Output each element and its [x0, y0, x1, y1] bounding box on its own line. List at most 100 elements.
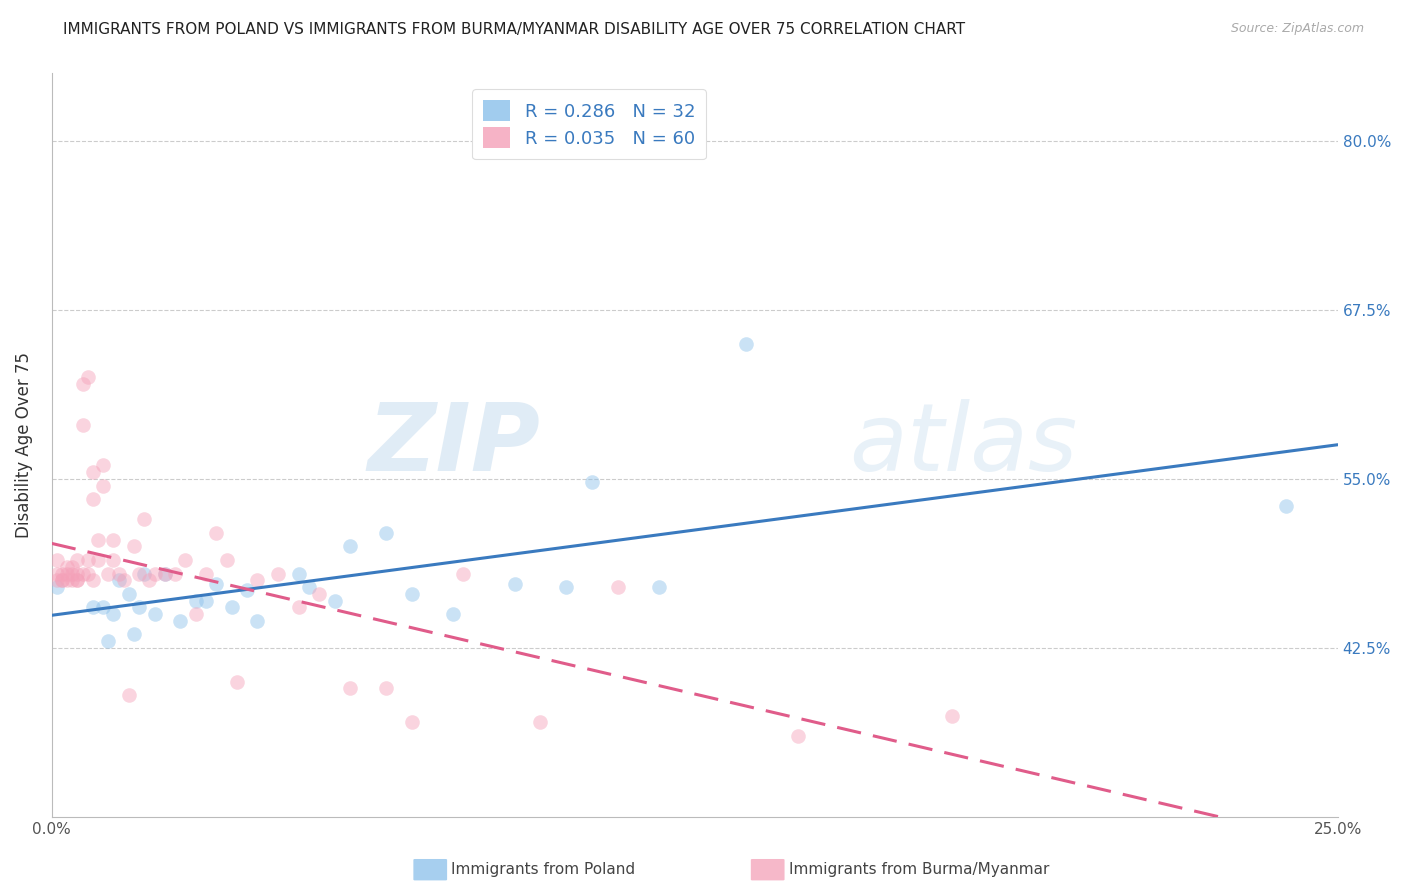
- Point: [375, 525, 398, 540]
- Point: [56, 566, 79, 581]
- Point: [606, 580, 628, 594]
- Text: Immigrants from Poland: Immigrants from Poland: [451, 863, 636, 877]
- Point: [60, 574, 83, 588]
- Point: [103, 533, 125, 547]
- Point: [45, 553, 67, 567]
- Point: [91, 600, 114, 615]
- Point: [339, 540, 361, 554]
- Point: [287, 566, 309, 581]
- Point: [735, 336, 758, 351]
- Point: [941, 708, 963, 723]
- Point: [112, 574, 135, 588]
- Point: [503, 577, 526, 591]
- Point: [298, 580, 321, 594]
- Point: [103, 553, 125, 567]
- Point: [66, 566, 89, 581]
- Point: [56, 559, 79, 574]
- Point: [91, 458, 114, 473]
- Point: [103, 607, 125, 621]
- Point: [76, 370, 98, 384]
- Point: [60, 559, 83, 574]
- Point: [60, 566, 83, 581]
- Point: [122, 540, 145, 554]
- Point: [72, 417, 94, 432]
- Y-axis label: Disability Age Over 75: Disability Age Over 75: [15, 352, 32, 538]
- Point: [128, 600, 150, 615]
- Point: [128, 566, 150, 581]
- Point: [87, 553, 110, 567]
- Legend: R = 0.286   N = 32, R = 0.035   N = 60: R = 0.286 N = 32, R = 0.035 N = 60: [472, 89, 706, 159]
- Text: Source: ZipAtlas.com: Source: ZipAtlas.com: [1230, 22, 1364, 36]
- Point: [221, 600, 243, 615]
- Point: [401, 715, 423, 730]
- Point: [205, 525, 228, 540]
- Point: [143, 566, 166, 581]
- Point: [153, 566, 176, 581]
- Text: ZIP: ZIP: [367, 399, 540, 491]
- Point: [76, 566, 98, 581]
- Point: [169, 614, 191, 628]
- Point: [165, 566, 187, 581]
- Point: [91, 478, 114, 492]
- Point: [122, 627, 145, 641]
- Point: [236, 582, 259, 597]
- Point: [82, 574, 104, 588]
- Point: [56, 574, 79, 588]
- Point: [451, 566, 474, 581]
- Point: [308, 587, 330, 601]
- Point: [1275, 499, 1298, 513]
- Point: [226, 674, 249, 689]
- Point: [184, 607, 207, 621]
- Point: [195, 593, 218, 607]
- Point: [555, 580, 578, 594]
- Point: [401, 587, 423, 601]
- Point: [215, 553, 238, 567]
- Point: [45, 574, 67, 588]
- Point: [82, 600, 104, 615]
- Point: [138, 574, 160, 588]
- Point: [375, 681, 398, 696]
- Point: [143, 607, 166, 621]
- Point: [205, 577, 228, 591]
- Point: [45, 566, 67, 581]
- Point: [51, 566, 73, 581]
- Point: [287, 600, 309, 615]
- Point: [66, 574, 89, 588]
- Point: [134, 512, 156, 526]
- Point: [72, 377, 94, 392]
- Point: [51, 574, 73, 588]
- Point: [339, 681, 361, 696]
- Text: atlas: atlas: [849, 400, 1077, 491]
- Point: [195, 566, 218, 581]
- Point: [246, 574, 269, 588]
- Point: [66, 553, 89, 567]
- Point: [97, 634, 120, 648]
- Point: [786, 729, 808, 743]
- Point: [82, 492, 104, 507]
- Point: [529, 715, 551, 730]
- Point: [66, 574, 89, 588]
- Point: [87, 533, 110, 547]
- Point: [267, 566, 290, 581]
- Point: [107, 574, 129, 588]
- Point: [134, 566, 156, 581]
- Point: [246, 614, 269, 628]
- Point: [97, 566, 120, 581]
- Point: [647, 580, 669, 594]
- Point: [72, 566, 94, 581]
- Point: [581, 475, 603, 489]
- Point: [174, 553, 197, 567]
- Point: [82, 465, 104, 479]
- Point: [323, 593, 346, 607]
- Text: IMMIGRANTS FROM POLAND VS IMMIGRANTS FROM BURMA/MYANMAR DISABILITY AGE OVER 75 C: IMMIGRANTS FROM POLAND VS IMMIGRANTS FRO…: [63, 22, 966, 37]
- Point: [118, 587, 141, 601]
- Point: [107, 566, 129, 581]
- Point: [51, 574, 73, 588]
- Text: Immigrants from Burma/Myanmar: Immigrants from Burma/Myanmar: [789, 863, 1049, 877]
- Point: [441, 607, 464, 621]
- Point: [45, 580, 67, 594]
- Point: [184, 593, 207, 607]
- Point: [118, 688, 141, 702]
- Point: [76, 553, 98, 567]
- Point: [153, 566, 176, 581]
